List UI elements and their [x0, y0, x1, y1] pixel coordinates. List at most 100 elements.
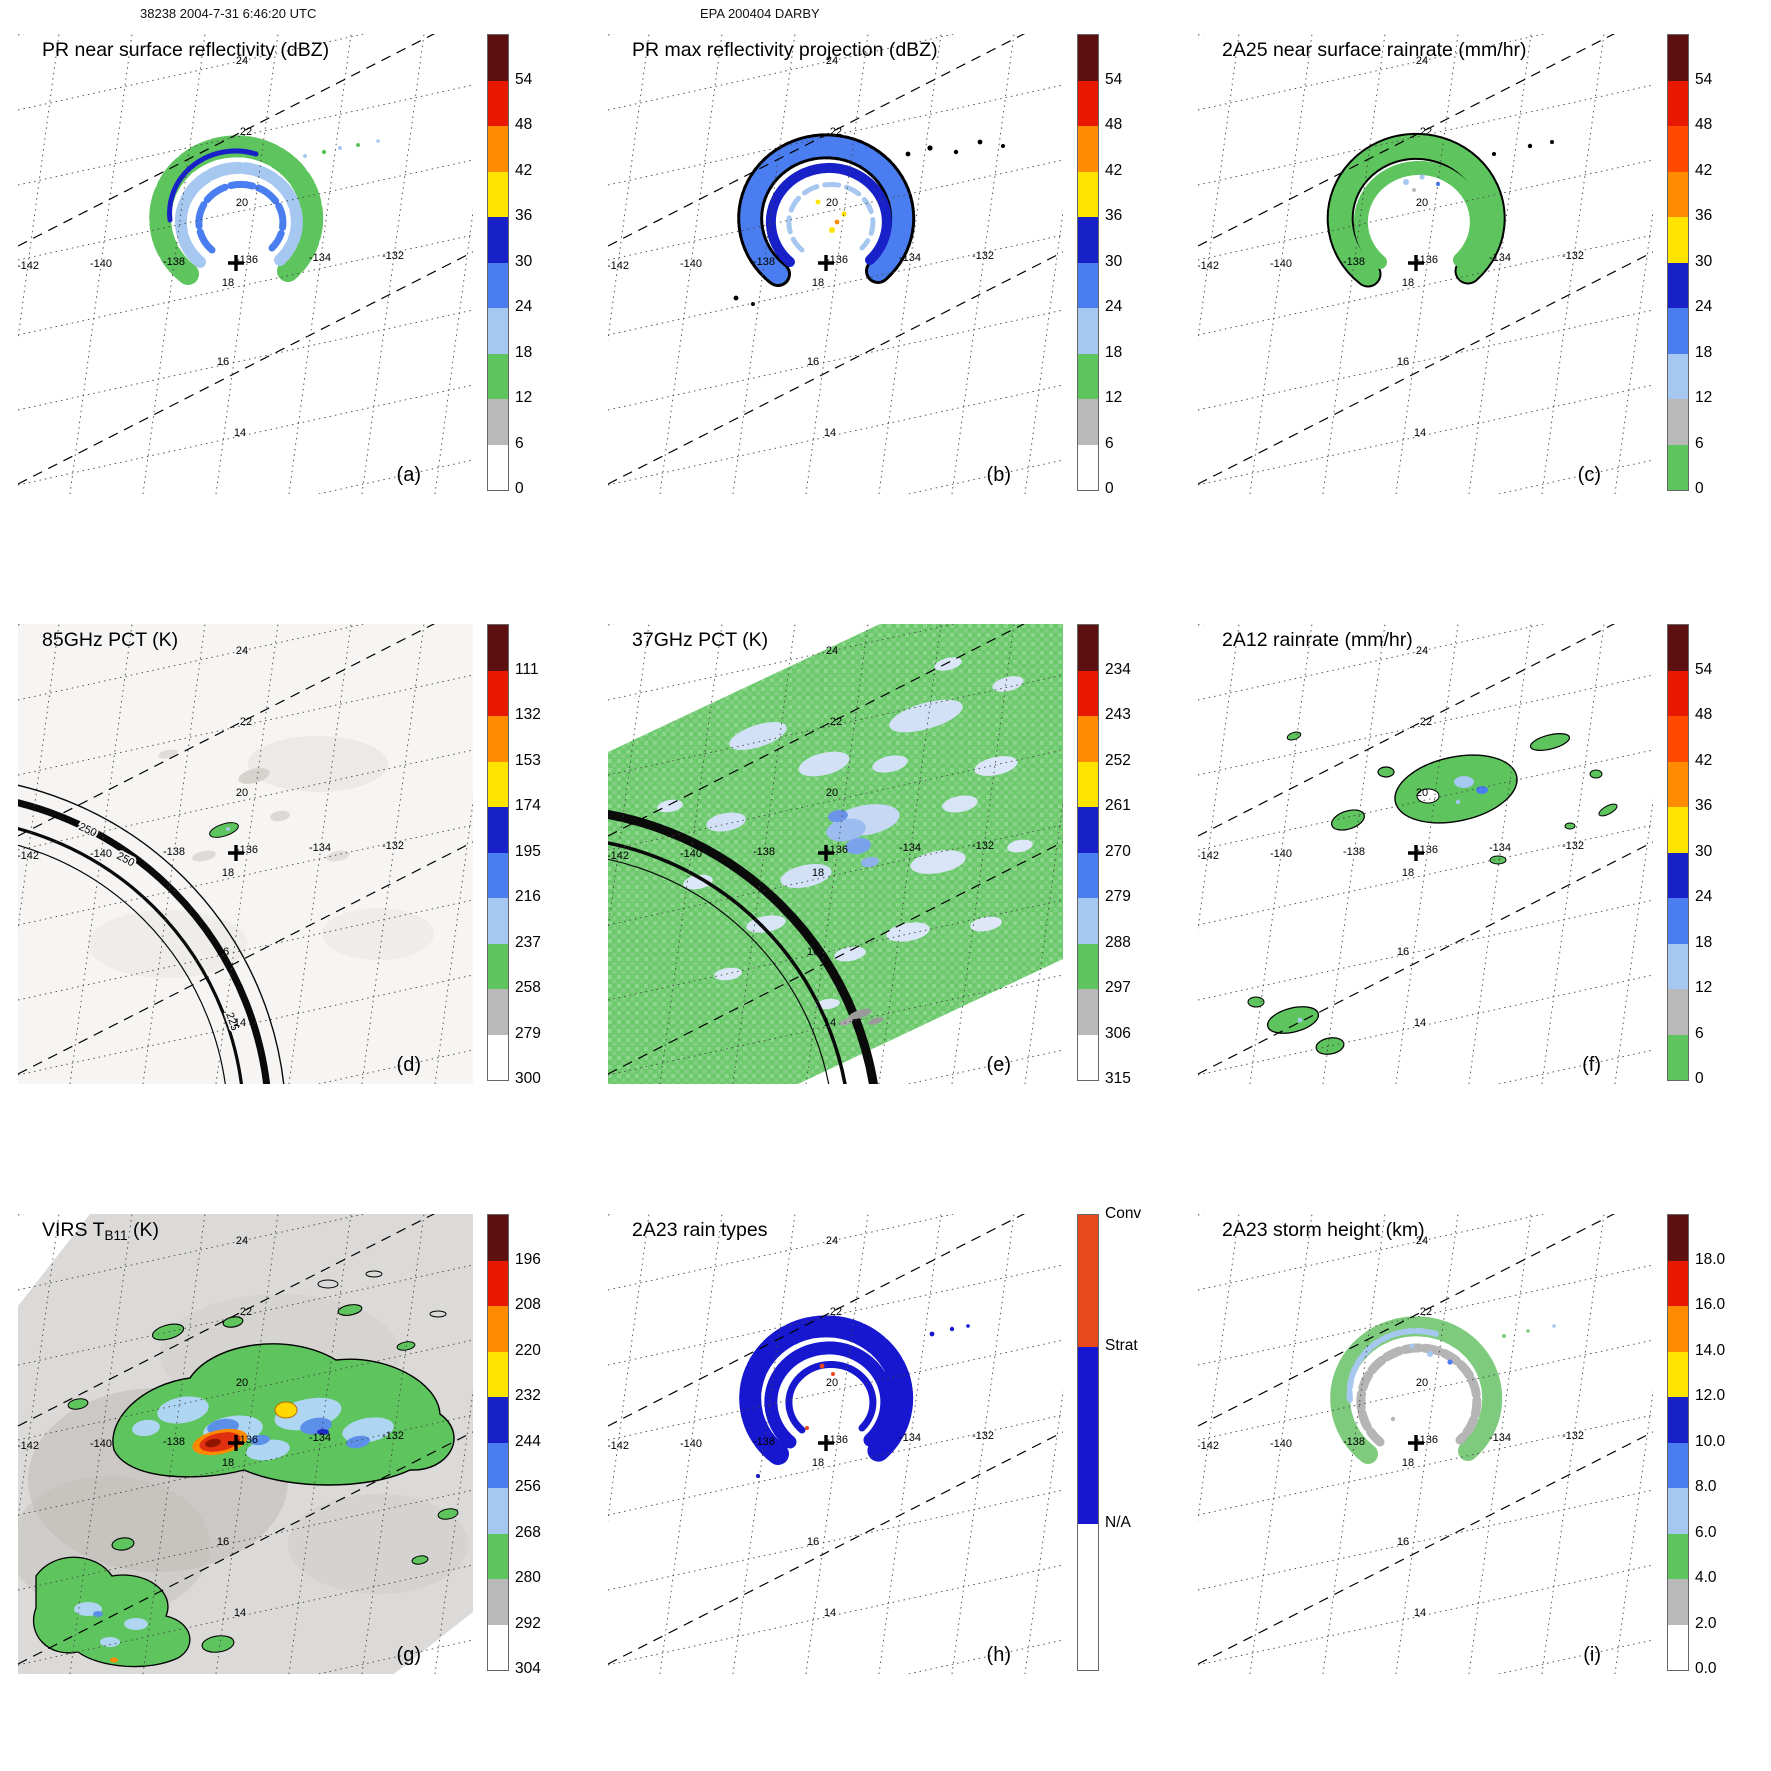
lat-label: 14 [1414, 427, 1426, 439]
colorbar-tick: 306 [1105, 1024, 1131, 1042]
colorbar-tick: 36 [1695, 207, 1713, 224]
colorbar-segment [488, 1260, 508, 1306]
colorbar-segment [488, 625, 508, 671]
swath-edge-lines [18, 624, 473, 1075]
colorbar-d [487, 624, 509, 1081]
colorbar-tick: 12 [1695, 389, 1713, 406]
lon-label: -134 [899, 842, 921, 854]
lat-label: 22 [240, 126, 252, 138]
panel-title: PR near surface reflectivity (dBZ) [42, 39, 329, 61]
lon-label: -138 [1343, 256, 1365, 268]
storm-center-cross [818, 1435, 834, 1451]
panel-letter: (e) [987, 1054, 1011, 1076]
colorbar-segment [488, 670, 508, 716]
colorbar-tick: 6.0 [1695, 1523, 1717, 1541]
storm-center-cross [818, 845, 834, 861]
lat-label: 24 [826, 645, 838, 657]
colorbar-tick: 54 [1105, 70, 1123, 88]
colorbar-segment [1668, 262, 1688, 308]
colorbar-segment [1668, 670, 1688, 716]
colorbar-segment [1668, 80, 1688, 126]
storm-center-cross [228, 1435, 244, 1451]
lat-label: 20 [1416, 1377, 1428, 1389]
lon-label: -132 [1562, 250, 1584, 262]
lon-label: -140 [1270, 258, 1292, 270]
colorbar-segment [1668, 1442, 1688, 1488]
colorbar-tick: 279 [1105, 888, 1131, 905]
lon-label: -138 [1343, 1436, 1365, 1448]
lat-label: 16 [1397, 1536, 1409, 1548]
colorbar-tick: 36 [515, 207, 533, 224]
lon-label: -132 [382, 250, 404, 262]
colorbar-segment [1078, 217, 1098, 263]
colorbar-segment [1078, 670, 1098, 716]
colorbar-tick: 42 [1695, 751, 1713, 769]
map-a: -142 -140 -138 -136 -134 -132242220181614(a)P… [18, 34, 473, 494]
lon-label: -134 [899, 252, 921, 264]
colorbar-tick: 30 [1695, 842, 1713, 860]
lat-label: 16 [807, 1536, 819, 1548]
storm-center-cross [228, 845, 244, 861]
lat-label: 14 [234, 427, 246, 439]
colorbar-tick: 12 [1105, 389, 1123, 406]
lon-label: -140 [1270, 1438, 1292, 1450]
lon-label: -134 [309, 842, 331, 854]
colorbar-segment [1078, 126, 1098, 172]
lon-label: -138 [163, 1436, 185, 1448]
colorbar-segment [488, 1624, 508, 1670]
colorbar-segment [488, 943, 508, 989]
colorbar-tick: 18 [1105, 343, 1123, 361]
lat-label: 16 [807, 946, 819, 958]
swath-edge-lines [18, 34, 473, 485]
map-features [1330, 1316, 1556, 1464]
colorbar-tick: 24 [1695, 298, 1713, 315]
lat-label: 18 [812, 277, 824, 289]
storm-center-cross [228, 255, 244, 271]
map-b: -142 -140 -138 -136 -134 -132242220181614(b)P… [608, 34, 1063, 494]
colorbar-tick: 6 [1695, 1024, 1704, 1042]
colorbar-tick: 2.0 [1695, 1614, 1717, 1632]
colorbar-tick: 216 [515, 888, 541, 905]
panel-letter: (g) [397, 1644, 421, 1666]
colorbar-tick: 258 [515, 979, 541, 996]
panel-letter: (h) [987, 1644, 1011, 1666]
lat-label: 24 [1416, 55, 1428, 67]
lon-label: -132 [382, 1430, 404, 1442]
lat-label: 24 [826, 55, 838, 67]
colorbar-tick: 243 [1105, 706, 1131, 723]
colorbar-e [1077, 624, 1099, 1081]
graticule [608, 1214, 1063, 1674]
lon-label: -142 [1198, 1440, 1219, 1452]
lat-label: 24 [1416, 1235, 1428, 1247]
lat-label: 16 [807, 356, 819, 368]
panel-f: -142 -140 -138 -136 -134 -132 24 22 20 18 16 14 (f) 2… [1180, 590, 1770, 1180]
swath-edge-lines [608, 624, 1063, 1075]
colorbar-tick: 297 [1105, 979, 1131, 996]
graticule [1198, 34, 1653, 494]
graticule [608, 34, 1063, 494]
colorbar-segment [1078, 1524, 1098, 1670]
colorbar-segment [1078, 898, 1098, 944]
panel-g: -142 -140 -138 -136 -134 -132 24 22 20 18 16 14 (g) V… [0, 1180, 590, 1770]
colorbar-segment [1078, 35, 1098, 81]
colorbar-tick: 30 [1695, 252, 1713, 270]
colorbar-tick: 252 [1105, 751, 1131, 769]
lat-label: 20 [1416, 197, 1428, 209]
lon-label: -142 [18, 850, 39, 862]
colorbar-tick: 111 [515, 660, 539, 678]
lat-label: 20 [236, 1377, 248, 1389]
colorbar-tick: 8.0 [1695, 1478, 1717, 1495]
graticule [1198, 1214, 1653, 1674]
lat-label: 20 [236, 197, 248, 209]
lon-label: -132 [972, 840, 994, 852]
colorbar-tick: 10.0 [1695, 1432, 1726, 1450]
colorbar-segment [1078, 353, 1098, 399]
lat-label: 22 [830, 1306, 842, 1318]
panel-title: 2A23 storm height (km) [1222, 1219, 1425, 1241]
colorbar-segment [1668, 716, 1688, 762]
colorbar-segment [1078, 625, 1098, 671]
colorbar-b [1077, 34, 1099, 491]
colorbar-tick: 18 [1695, 933, 1713, 951]
